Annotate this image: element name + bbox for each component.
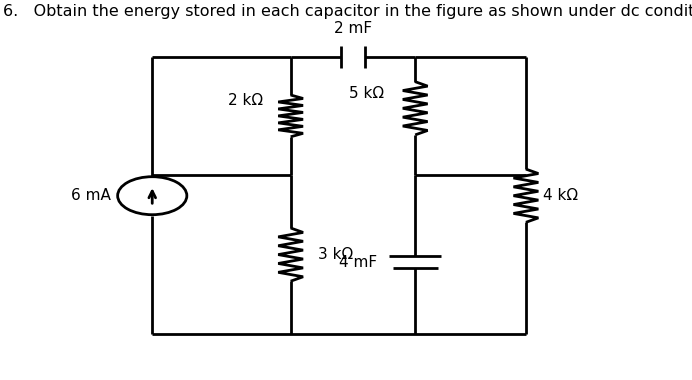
Text: 4 mF: 4 mF bbox=[339, 255, 377, 270]
Text: 3 kΩ: 3 kΩ bbox=[318, 247, 354, 262]
Text: 2 mF: 2 mF bbox=[334, 21, 372, 36]
Text: 2 kΩ: 2 kΩ bbox=[228, 93, 263, 108]
Text: 4 kΩ: 4 kΩ bbox=[543, 188, 579, 203]
Text: 5 kΩ: 5 kΩ bbox=[349, 86, 384, 101]
Text: 6.   Obtain the energy stored in each capacitor in the figure as shown under dc : 6. Obtain the energy stored in each capa… bbox=[3, 4, 692, 19]
Text: 6 mA: 6 mA bbox=[71, 188, 111, 203]
